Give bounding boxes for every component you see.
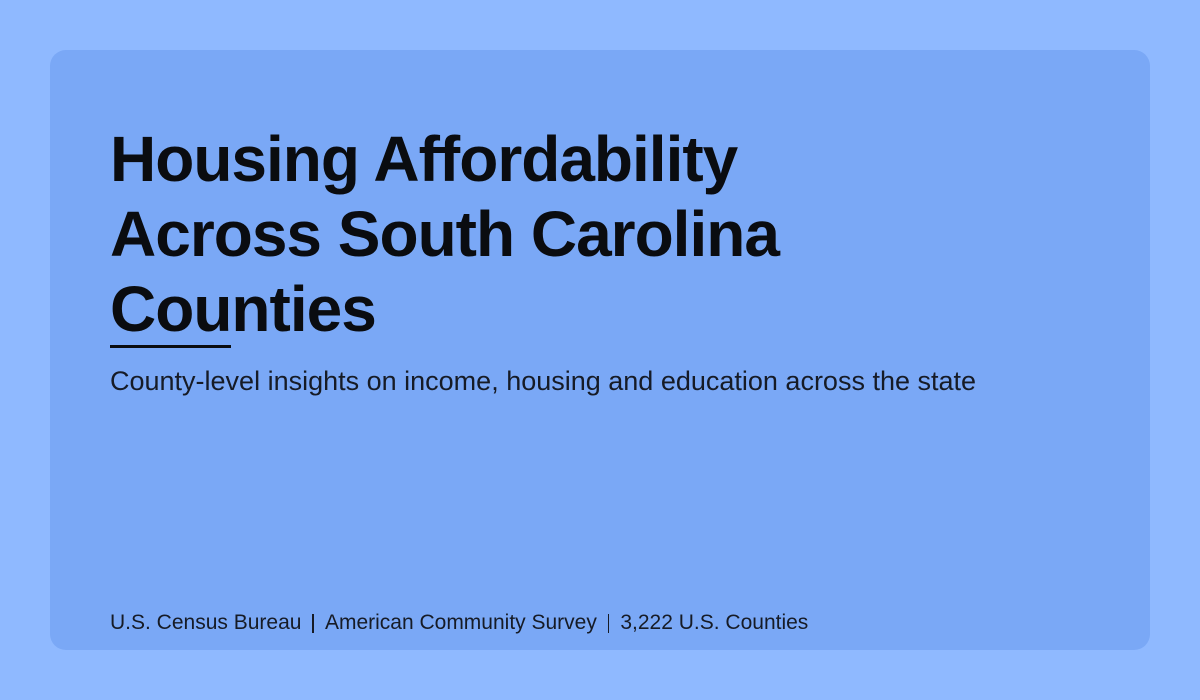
- separator: [312, 613, 314, 633]
- separator: [607, 613, 610, 633]
- footer-item: American Community Survey: [324, 611, 597, 634]
- accent-bar: [110, 345, 231, 348]
- card: Housing Affordability Across South Carol…: [50, 50, 1150, 650]
- title: Housing Affordability Across South Carol…: [110, 123, 780, 345]
- footer-item: U.S. Census Bureau: [110, 611, 302, 634]
- footer-item: 3,222 U.S. Counties: [620, 611, 809, 634]
- footer: U.S. Census Bureau American Community Sur…: [110, 611, 808, 635]
- subtitle: County-level insights on income, housing…: [110, 366, 977, 396]
